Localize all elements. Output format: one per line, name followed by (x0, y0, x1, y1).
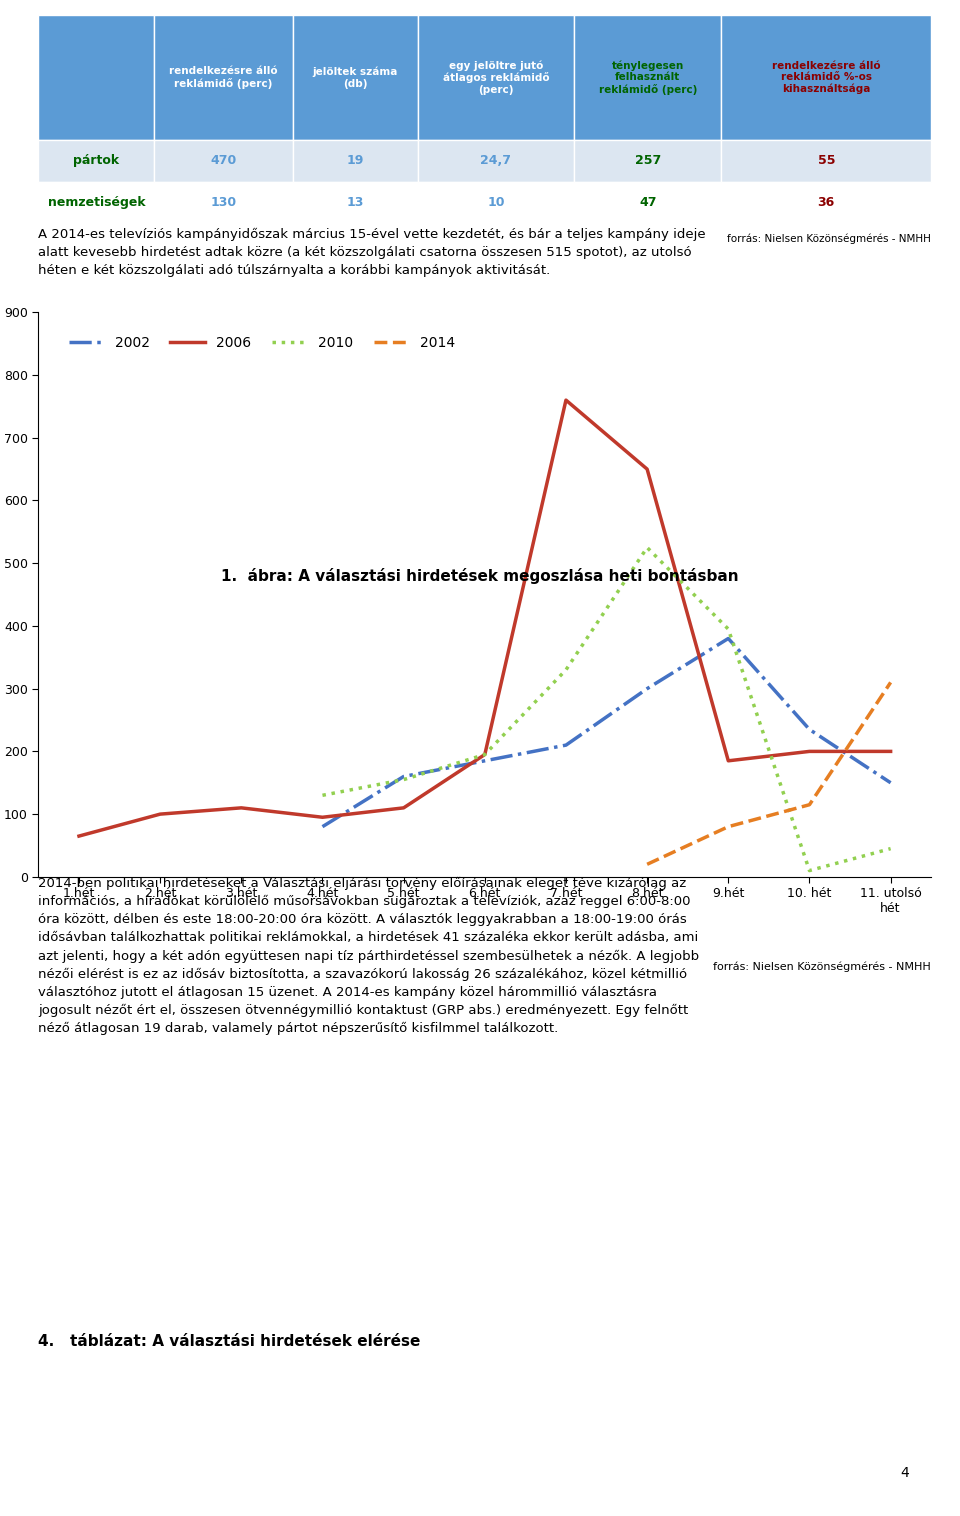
FancyBboxPatch shape (418, 139, 574, 182)
FancyBboxPatch shape (38, 182, 155, 223)
Text: 10: 10 (488, 196, 505, 209)
Text: 1.  ábra: A választási hirdetések megoszlása heti bontásban: 1. ábra: A választási hirdetések megoszl… (221, 567, 739, 584)
Text: 4: 4 (900, 1466, 909, 1480)
Text: 24,7: 24,7 (480, 155, 512, 167)
Legend: 2002, 2006, 2010, 2014: 2002, 2006, 2010, 2014 (63, 330, 461, 356)
Text: 36: 36 (818, 196, 835, 209)
Text: 130: 130 (210, 196, 237, 209)
FancyBboxPatch shape (155, 139, 293, 182)
FancyBboxPatch shape (293, 182, 418, 223)
FancyBboxPatch shape (574, 182, 721, 223)
FancyBboxPatch shape (418, 15, 574, 139)
Text: nemzetiségek: nemzetiségek (48, 196, 145, 209)
Text: forrás: Nielsen Közönségmérés - NMHH: forrás: Nielsen Közönségmérés - NMHH (728, 233, 931, 244)
FancyBboxPatch shape (293, 139, 418, 182)
Text: 4.   táblázat: A választási hirdetések elérése: 4. táblázat: A választási hirdetések elé… (38, 1334, 420, 1349)
FancyBboxPatch shape (293, 15, 418, 139)
Text: 470: 470 (210, 155, 237, 167)
FancyBboxPatch shape (418, 182, 574, 223)
Text: 257: 257 (635, 155, 660, 167)
FancyBboxPatch shape (574, 15, 721, 139)
Text: rendelkezésre álló
reklámidő %-os
kihasználtsága: rendelkezésre álló reklámidő %-os kihasz… (772, 61, 880, 94)
Text: 13: 13 (347, 196, 364, 209)
FancyBboxPatch shape (155, 182, 293, 223)
FancyBboxPatch shape (38, 15, 155, 139)
FancyBboxPatch shape (155, 15, 293, 139)
FancyBboxPatch shape (721, 139, 931, 182)
Text: forrás: Nielsen Közönségmérés - NMHH: forrás: Nielsen Közönségmérés - NMHH (713, 961, 931, 972)
Text: 19: 19 (347, 155, 364, 167)
Text: ténylegesen
felhasznált
reklámidő (perc): ténylegesen felhasznált reklámidő (perc) (598, 61, 697, 96)
Text: 55: 55 (818, 155, 835, 167)
Text: rendelkezésre álló
reklámidő (perc): rendelkezésre álló reklámidő (perc) (169, 67, 278, 89)
Text: egy jelöltre jutó
átlagos reklámidő
(perc): egy jelöltre jutó átlagos reklámidő (per… (443, 61, 549, 96)
Text: jelöltek száma
(db): jelöltek száma (db) (313, 67, 398, 88)
FancyBboxPatch shape (574, 139, 721, 182)
Text: 47: 47 (639, 196, 657, 209)
Text: pártok: pártok (73, 155, 119, 167)
Text: A 2014-es televíziós kampányidőszak március 15-ével vette kezdetét, és bár a tel: A 2014-es televíziós kampányidőszak márc… (38, 227, 706, 277)
FancyBboxPatch shape (721, 182, 931, 223)
FancyBboxPatch shape (721, 15, 931, 139)
FancyBboxPatch shape (38, 139, 155, 182)
Text: 2014-ben politikai hirdetéseket a Választási eljárási törvény előírásainak elege: 2014-ben politikai hirdetéseket a Válasz… (38, 876, 700, 1035)
